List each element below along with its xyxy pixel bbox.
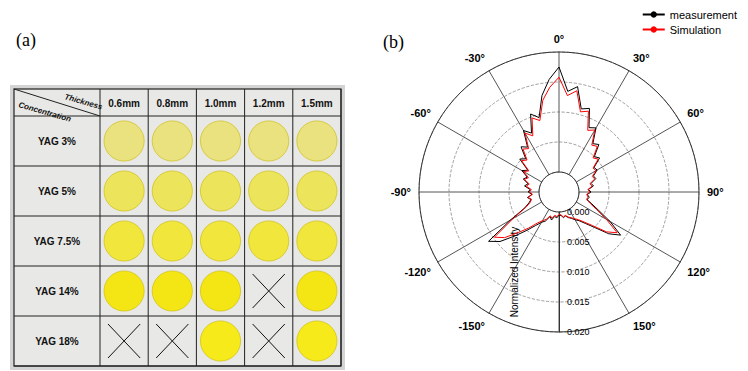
svg-text:0.020: 0.020 xyxy=(567,327,590,337)
svg-text:Thickness: Thickness xyxy=(63,92,104,112)
svg-text:-30°: -30° xyxy=(465,52,485,64)
svg-text:YAG 7.5%: YAG 7.5% xyxy=(34,236,80,247)
svg-text:-90°: -90° xyxy=(391,186,411,198)
svg-text:YAG 5%: YAG 5% xyxy=(38,186,76,197)
svg-text:0.6mm: 0.6mm xyxy=(108,98,140,109)
svg-text:YAG 3%: YAG 3% xyxy=(38,136,76,147)
svg-text:60°: 60° xyxy=(687,107,704,119)
svg-text:Concentration: Concentration xyxy=(17,100,72,124)
svg-text:150°: 150° xyxy=(633,320,656,332)
svg-text:0.005: 0.005 xyxy=(567,237,590,247)
svg-text:measurement: measurement xyxy=(670,9,737,21)
svg-text:Normalized Intensity: Normalized Intensity xyxy=(509,227,520,318)
svg-text:90°: 90° xyxy=(707,186,724,198)
svg-text:30°: 30° xyxy=(633,52,650,64)
svg-text:1.2mm: 1.2mm xyxy=(253,98,285,109)
svg-text:-120°: -120° xyxy=(404,266,430,278)
svg-text:0.010: 0.010 xyxy=(567,267,590,277)
svg-text:-150°: -150° xyxy=(459,320,485,332)
svg-text:1.0mm: 1.0mm xyxy=(205,98,237,109)
svg-text:1.5mm: 1.5mm xyxy=(301,98,333,109)
svg-text:0.8mm: 0.8mm xyxy=(156,98,188,109)
svg-text:(b): (b) xyxy=(383,32,404,53)
svg-text:120°: 120° xyxy=(687,266,710,278)
html-text:(a): (a) xyxy=(16,30,36,50)
svg-text:YAG 18%: YAG 18% xyxy=(35,336,79,347)
svg-text:-60°: -60° xyxy=(411,107,431,119)
svg-text:Simulation: Simulation xyxy=(670,24,721,36)
svg-text:0.000: 0.000 xyxy=(567,207,590,217)
svg-text:YAG 14%: YAG 14% xyxy=(35,286,79,297)
svg-text:0.015: 0.015 xyxy=(567,297,590,307)
svg-text:0°: 0° xyxy=(554,33,565,45)
